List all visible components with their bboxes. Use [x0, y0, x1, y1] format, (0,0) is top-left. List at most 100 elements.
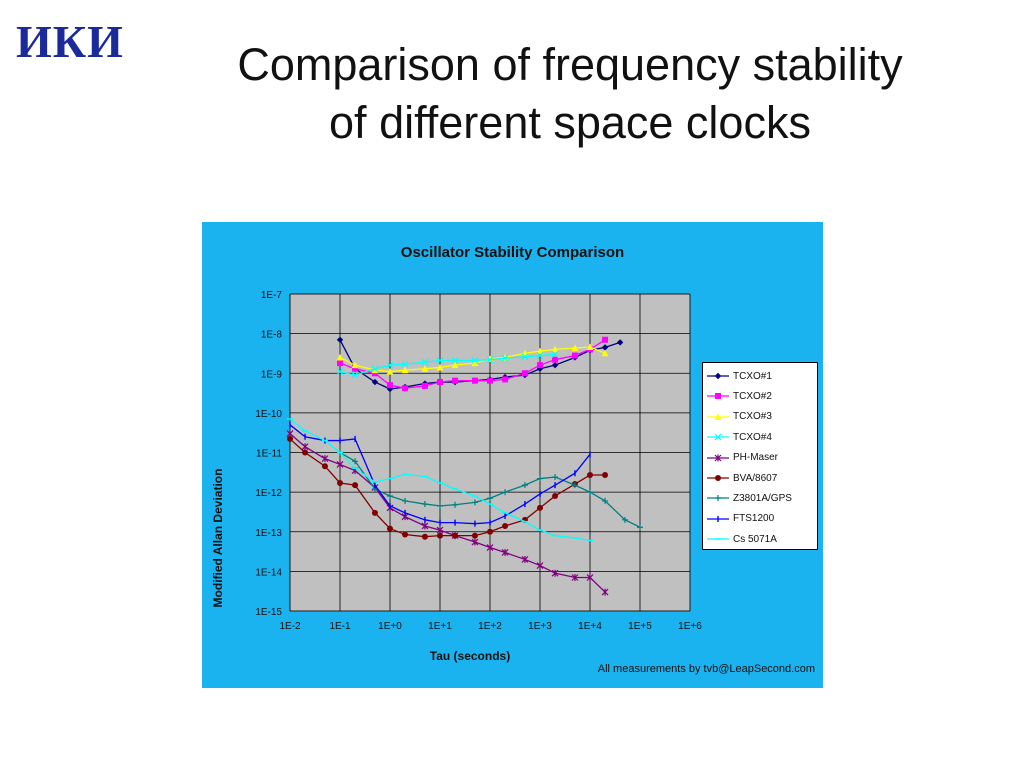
- legend-marker: [715, 475, 721, 481]
- series-cs-5071a: [287, 418, 593, 542]
- data-point: [421, 522, 429, 530]
- data-point: [371, 509, 378, 516]
- legend-label: Cs 5071A: [733, 533, 777, 545]
- data-point: [421, 358, 429, 366]
- data-point: [502, 522, 509, 529]
- x-tick-label: 1E+3: [528, 621, 552, 632]
- data-point: [501, 548, 509, 556]
- data-point: [551, 569, 559, 577]
- data-point: [386, 385, 394, 393]
- data-point: [371, 378, 379, 386]
- data-point: [437, 532, 443, 539]
- legend-item: BVA/8607: [703, 468, 817, 488]
- data-point: [502, 376, 509, 383]
- x-axis-label: Tau (seconds): [429, 649, 511, 663]
- y-tick-label: 1E-12: [255, 488, 282, 499]
- data-point: [402, 531, 409, 538]
- legend-item: Z3801A/GPS: [703, 488, 817, 508]
- data-point: [621, 516, 628, 523]
- data-point: [352, 482, 359, 489]
- data-point: [337, 479, 343, 486]
- data-point: [471, 357, 479, 364]
- data-point: [586, 343, 594, 350]
- data-point: [551, 345, 559, 353]
- chart: 1E-2 1E-1 1E+0 1E+1 1E+2 1E+3 1E+4 1E+5 1E+6 1E-7…: [202, 222, 823, 688]
- series-line: [339, 353, 556, 376]
- data-point: [487, 377, 493, 384]
- data-point: [437, 379, 443, 386]
- data-point: [571, 574, 579, 582]
- data-point: [351, 371, 359, 379]
- x-tick-label: 1E+5: [628, 621, 652, 632]
- y-tick-label: 1E-10: [255, 409, 282, 420]
- data-point: [401, 366, 409, 374]
- data-point: [521, 482, 528, 489]
- data-point: [301, 443, 309, 451]
- data-point: [551, 361, 559, 369]
- x-tick-label: 1E+4: [578, 621, 602, 632]
- legend-marker: [714, 413, 722, 420]
- data-point: [321, 463, 328, 470]
- data-point: [451, 357, 459, 364]
- data-point: [337, 360, 343, 367]
- data-point: [352, 365, 359, 372]
- y-tick-label: 1E-8: [261, 330, 283, 341]
- data-point: [637, 524, 643, 531]
- data-point: [552, 356, 559, 363]
- data-point: [402, 385, 409, 392]
- legend-item: FTS1200: [703, 509, 817, 529]
- series-line: [289, 433, 606, 593]
- data-point: [351, 361, 359, 369]
- data-point: [336, 460, 344, 468]
- data-point: [352, 458, 359, 465]
- data-point: [371, 366, 379, 374]
- legend-swatch: [703, 488, 733, 508]
- data-point: [386, 368, 394, 375]
- data-point: [536, 562, 544, 570]
- legend-item: Cs 5071A: [703, 529, 817, 549]
- data-point: [536, 347, 544, 355]
- data-point: [602, 497, 609, 504]
- data-point: [436, 357, 444, 364]
- data-point: [437, 502, 443, 509]
- y-tick-label: 1E-14: [255, 567, 282, 578]
- data-point: [436, 363, 444, 371]
- logo: ИКИ: [16, 16, 140, 68]
- legend-label: Z3801A/GPS: [733, 492, 792, 504]
- data-point: [471, 538, 479, 546]
- series-tcxo-4: [336, 350, 559, 379]
- legend-item: TCXO#4: [703, 427, 817, 447]
- legend-marker: [714, 433, 722, 441]
- data-point: [571, 482, 578, 489]
- legend-swatch: [703, 509, 733, 529]
- data-point: [336, 353, 344, 361]
- legend-swatch: [703, 427, 733, 447]
- series-z3801a-gps: [337, 449, 643, 531]
- legend-swatch: [703, 468, 733, 488]
- data-point: [601, 344, 609, 351]
- data-point: [536, 352, 544, 359]
- data-point: [371, 370, 378, 377]
- chart-title: Oscillator Stability Comparison: [400, 244, 625, 261]
- y-tick-label: 1E-7: [261, 290, 283, 301]
- data-point: [552, 492, 559, 499]
- data-point: [551, 350, 559, 358]
- x-tick-label: 1E+0: [378, 621, 402, 632]
- legend-swatch: [703, 448, 733, 468]
- legend-swatch: [703, 407, 733, 427]
- legend-label: FTS1200: [733, 513, 775, 525]
- data-point: [387, 492, 393, 499]
- legend-label: TCXO#2: [733, 390, 772, 402]
- legend-label: TCXO#1: [733, 370, 772, 382]
- data-point: [286, 430, 294, 438]
- data-point: [452, 532, 459, 539]
- x-tick-label: 1E-1: [329, 621, 351, 632]
- data-point: [616, 339, 624, 346]
- data-point: [471, 532, 478, 539]
- data-point: [421, 501, 428, 508]
- data-point: [587, 472, 593, 479]
- chart-plot-svg: 1E-2 1E-1 1E+0 1E+1 1E+2 1E+3 1E+4 1E+5 1E+6 1E-7…: [255, 290, 702, 632]
- data-point: [421, 382, 428, 389]
- data-point: [387, 525, 393, 532]
- data-point: [571, 352, 578, 359]
